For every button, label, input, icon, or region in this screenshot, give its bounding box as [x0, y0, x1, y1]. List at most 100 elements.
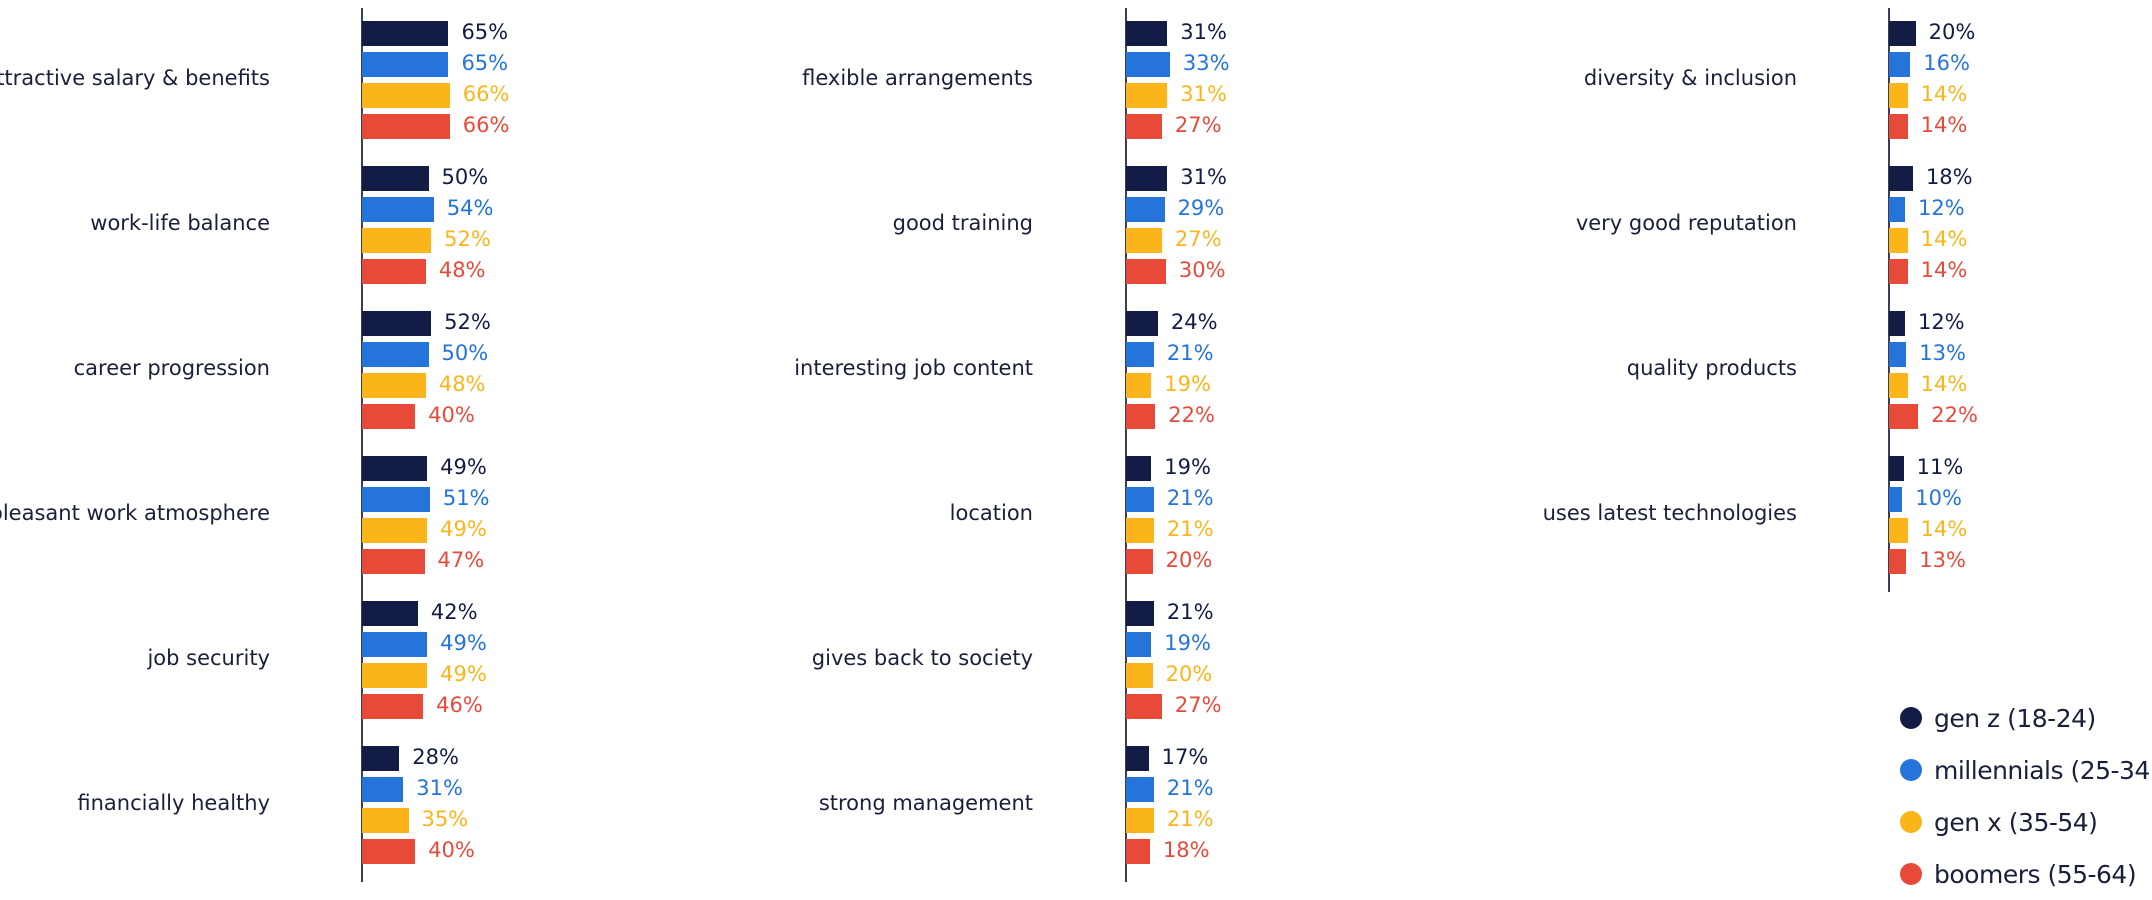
- bar-good-training-gen-z: [1126, 166, 1168, 191]
- bar-interesting-job-content-millennials: [1126, 342, 1154, 367]
- bar-quality-products-gen-x: [1889, 373, 1908, 398]
- bar-gives-back-to-society-millennials: [1126, 632, 1152, 657]
- value-label-career-progression-millennials: 50%: [441, 341, 489, 365]
- bar-pleasant-work-atmosphere-gen-z: [362, 456, 428, 481]
- value-label-financially-healthy-boomers: 40%: [428, 838, 475, 862]
- value-label-quality-products-boomers: 22%: [1931, 403, 1978, 427]
- value-label-uses-latest-technologies-boomers: 13%: [1919, 548, 1966, 572]
- bar-pleasant-work-atmosphere-millennials: [362, 487, 430, 512]
- value-label-financially-healthy-gen-z: 28%: [412, 745, 459, 769]
- value-label-attractive-salary-and-benefits-gen-x: 66%: [462, 82, 510, 106]
- bar-uses-latest-technologies-gen-x: [1889, 518, 1908, 543]
- legend: gen z (18-24) millennials (25-34) gen x …: [1900, 692, 2152, 900]
- value-label-work-life-balance-gen-z: 50%: [441, 165, 489, 189]
- value-label-attractive-salary-and-benefits-gen-z: 65%: [461, 20, 509, 44]
- bar-flexible-arrangements-gen-x: [1126, 83, 1168, 108]
- value-label-quality-products-gen-z: 12%: [1917, 310, 1965, 334]
- legend-item-boomers: boomers (55-64): [1900, 848, 2152, 900]
- bar-diversity-and-inclusion-gen-x: [1889, 83, 1908, 108]
- bar-location-millennials: [1126, 487, 1154, 512]
- category-label-strong-management: strong management: [818, 791, 1033, 815]
- bar-interesting-job-content-gen-x: [1126, 373, 1152, 398]
- bar-very-good-reputation-millennials: [1889, 197, 1905, 222]
- legend-swatch-millennials: [1900, 759, 1922, 781]
- value-label-location-millennials: 21%: [1166, 486, 1214, 510]
- bar-job-security-gen-x: [362, 663, 428, 688]
- value-label-flexible-arrangements-boomers: 27%: [1174, 113, 1222, 137]
- value-label-strong-management-millennials: 21%: [1166, 776, 1214, 800]
- category-label-gives-back-to-society: gives back to society: [811, 646, 1033, 670]
- value-label-good-training-gen-x: 27%: [1174, 227, 1222, 251]
- bar-gives-back-to-society-gen-z: [1126, 601, 1154, 626]
- value-label-good-training-millennials: 29%: [1177, 196, 1225, 220]
- bar-attractive-salary-and-benefits-boomers: [362, 114, 450, 139]
- value-label-strong-management-gen-z: 17%: [1161, 745, 1209, 769]
- bar-quality-products-boomers: [1889, 404, 1919, 429]
- category-label-attractive-salary-and-benefits: attractive salary & benefits: [0, 66, 270, 90]
- bar-strong-management-gen-x: [1126, 808, 1154, 833]
- bar-career-progression-gen-z: [362, 311, 432, 336]
- bar-work-life-balance-gen-x: [362, 228, 432, 253]
- bar-diversity-and-inclusion-millennials: [1889, 52, 1911, 77]
- value-label-gives-back-to-society-gen-z: 21%: [1166, 600, 1214, 624]
- category-axis-line: [1125, 8, 1127, 882]
- legend-swatch-gen-x: [1900, 811, 1922, 833]
- value-label-very-good-reputation-gen-x: 14%: [1920, 227, 1968, 251]
- legend-label-gen-z: gen z (18-24): [1934, 703, 2096, 733]
- bar-pleasant-work-atmosphere-boomers: [362, 549, 425, 574]
- value-label-pleasant-work-atmosphere-millennials: 51%: [442, 486, 490, 510]
- bar-location-gen-x: [1126, 518, 1154, 543]
- bar-strong-management-gen-z: [1126, 746, 1149, 771]
- bar-gives-back-to-society-gen-x: [1126, 663, 1153, 688]
- category-axis-line: [361, 8, 363, 882]
- value-label-very-good-reputation-boomers: 14%: [1920, 258, 1968, 282]
- bar-job-security-boomers: [362, 694, 424, 719]
- bar-flexible-arrangements-millennials: [1126, 52, 1170, 77]
- value-label-strong-management-boomers: 18%: [1162, 838, 1210, 862]
- bar-financially-healthy-boomers: [362, 839, 416, 864]
- bar-uses-latest-technologies-millennials: [1889, 487, 1903, 512]
- bar-financially-healthy-gen-z: [362, 746, 400, 771]
- value-label-pleasant-work-atmosphere-boomers: 47%: [437, 548, 485, 572]
- bar-strong-management-millennials: [1126, 777, 1154, 802]
- value-label-flexible-arrangements-gen-x: 31%: [1180, 82, 1227, 106]
- value-label-good-training-gen-z: 31%: [1180, 165, 1227, 189]
- bar-gives-back-to-society-boomers: [1126, 694, 1162, 719]
- bar-career-progression-gen-x: [362, 373, 426, 398]
- category-label-diversity-and-inclusion: diversity & inclusion: [1583, 66, 1797, 90]
- value-label-quality-products-millennials: 13%: [1919, 341, 1966, 365]
- bar-interesting-job-content-boomers: [1126, 404, 1156, 429]
- bar-strong-management-boomers: [1126, 839, 1150, 864]
- value-label-diversity-and-inclusion-gen-x: 14%: [1920, 82, 1968, 106]
- bar-job-security-millennials: [362, 632, 428, 657]
- bar-quality-products-gen-z: [1889, 311, 1905, 336]
- category-label-uses-latest-technologies: uses latest technologies: [1542, 501, 1797, 525]
- value-label-job-security-boomers: 46%: [436, 693, 483, 717]
- legend-label-millennials: millennials (25-34): [1934, 755, 2152, 785]
- bar-location-boomers: [1126, 549, 1153, 574]
- legend-item-gen-z: gen z (18-24): [1900, 692, 2152, 744]
- bar-financially-healthy-gen-x: [362, 808, 409, 833]
- value-label-diversity-and-inclusion-boomers: 14%: [1920, 113, 1968, 137]
- legend-item-gen-x: gen x (35-54): [1900, 796, 2152, 848]
- value-label-job-security-millennials: 49%: [440, 631, 487, 655]
- category-label-pleasant-work-atmosphere: pleasant work atmosphere: [0, 501, 270, 525]
- legend-item-millennials: millennials (25-34): [1900, 744, 2152, 796]
- bar-good-training-boomers: [1126, 259, 1166, 284]
- legend-label-gen-x: gen x (35-54): [1934, 807, 2098, 837]
- category-label-career-progression: career progression: [73, 356, 270, 380]
- value-label-work-life-balance-boomers: 48%: [438, 258, 486, 282]
- value-label-attractive-salary-and-benefits-millennials: 65%: [461, 51, 509, 75]
- category-label-good-training: good training: [892, 211, 1033, 235]
- value-label-flexible-arrangements-gen-z: 31%: [1180, 20, 1227, 44]
- value-label-uses-latest-technologies-gen-z: 11%: [1916, 455, 1964, 479]
- bar-work-life-balance-boomers: [362, 259, 426, 284]
- value-label-location-boomers: 20%: [1165, 548, 1213, 572]
- value-label-attractive-salary-and-benefits-boomers: 66%: [462, 113, 510, 137]
- value-label-location-gen-z: 19%: [1164, 455, 1211, 479]
- value-label-uses-latest-technologies-millennials: 10%: [1915, 486, 1962, 510]
- value-label-gives-back-to-society-boomers: 27%: [1174, 693, 1222, 717]
- category-label-quality-products: quality products: [1626, 356, 1797, 380]
- bar-financially-healthy-millennials: [362, 777, 404, 802]
